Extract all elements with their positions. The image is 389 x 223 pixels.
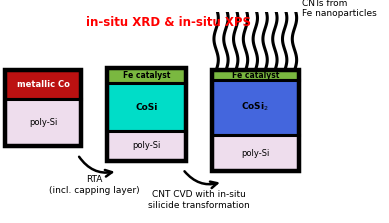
Bar	[212, 80, 299, 135]
Text: metallic Co: metallic Co	[17, 80, 70, 89]
Text: CoSi: CoSi	[135, 103, 158, 112]
Text: poly-Si: poly-Si	[241, 149, 270, 158]
Bar	[5, 99, 81, 146]
Text: RTA
(incl. capping layer): RTA (incl. capping layer)	[49, 176, 139, 195]
Bar	[212, 70, 299, 80]
Bar	[5, 70, 81, 99]
Bar	[212, 135, 299, 171]
Bar	[212, 70, 299, 171]
Text: CNT CVD with in-situ
silicide transformation: CNT CVD with in-situ silicide transforma…	[148, 190, 250, 210]
Text: poly-Si: poly-Si	[132, 141, 161, 151]
Text: in-situ XRD & in-situ XPS: in-situ XRD & in-situ XPS	[86, 16, 251, 29]
Text: poly-Si: poly-Si	[29, 118, 57, 127]
Text: Fe catalyst: Fe catalyst	[123, 71, 170, 80]
Bar	[107, 83, 186, 131]
Text: Fe catalyst: Fe catalyst	[231, 70, 279, 80]
Bar	[107, 68, 186, 161]
Text: CoSi$_2$: CoSi$_2$	[241, 101, 269, 114]
Bar	[107, 68, 186, 83]
Bar	[5, 70, 81, 146]
Text: CNTs from
Fe nanoparticles: CNTs from Fe nanoparticles	[303, 0, 377, 19]
Bar	[107, 131, 186, 161]
